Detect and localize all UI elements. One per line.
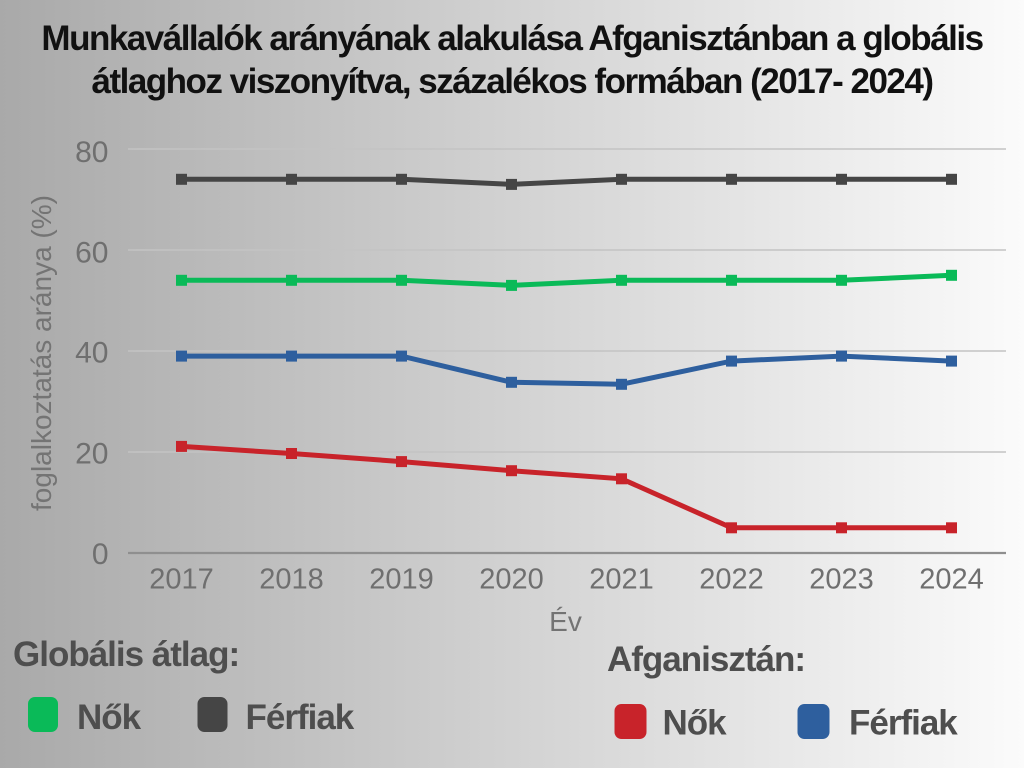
svg-text:foglalkoztatás aránya (%): foglalkoztatás aránya (%) (26, 195, 57, 511)
svg-text:40: 40 (75, 337, 108, 370)
svg-text:2022: 2022 (699, 564, 764, 596)
svg-text:0: 0 (92, 538, 109, 571)
svg-text:60: 60 (75, 237, 108, 270)
svg-text:20: 20 (75, 438, 108, 471)
svg-text:Férfiak: Férfiak (849, 704, 958, 743)
svg-text:2019: 2019 (369, 564, 434, 596)
svg-text:Férfiak: Férfiak (246, 698, 355, 737)
svg-text:Év: Év (549, 606, 582, 637)
svg-text:80: 80 (75, 136, 108, 169)
svg-text:2024: 2024 (919, 564, 984, 596)
svg-text:Nők: Nők (663, 704, 728, 743)
svg-text:2020: 2020 (479, 564, 544, 596)
svg-text:Afganisztán:: Afganisztán: (607, 640, 805, 679)
svg-text:2017: 2017 (149, 564, 214, 596)
svg-text:Nők: Nők (77, 698, 142, 737)
svg-text:2021: 2021 (589, 564, 654, 596)
svg-text:2023: 2023 (809, 564, 874, 596)
svg-text:2018: 2018 (259, 564, 324, 596)
svg-text:Globális átlag:: Globális átlag: (13, 635, 239, 674)
